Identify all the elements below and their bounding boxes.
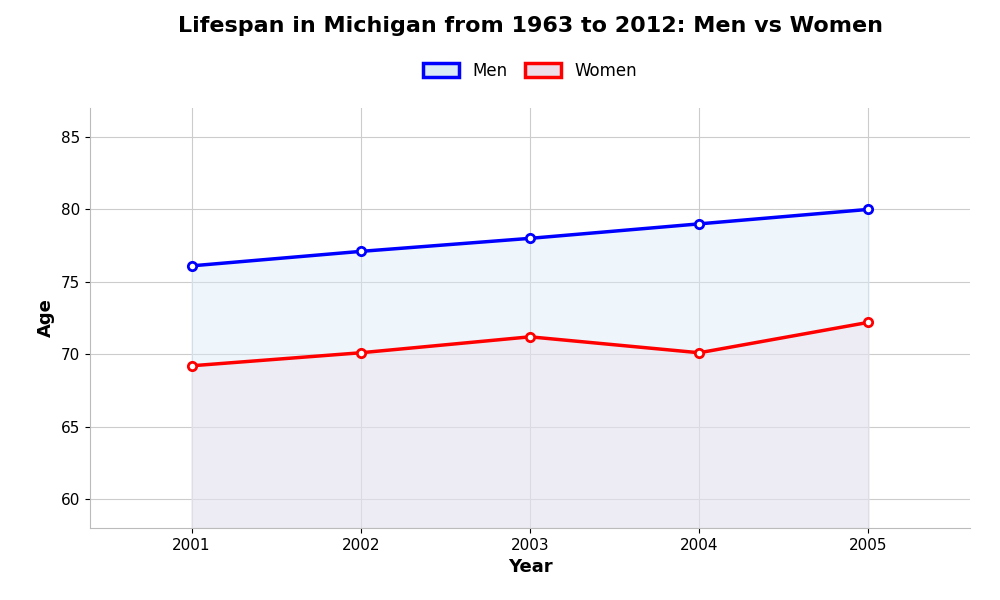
Title: Lifespan in Michigan from 1963 to 2012: Men vs Women: Lifespan in Michigan from 1963 to 2012: … [178,16,883,35]
X-axis label: Year: Year [508,558,552,576]
Y-axis label: Age: Age [37,299,55,337]
Legend: Men, Women: Men, Women [423,62,637,80]
